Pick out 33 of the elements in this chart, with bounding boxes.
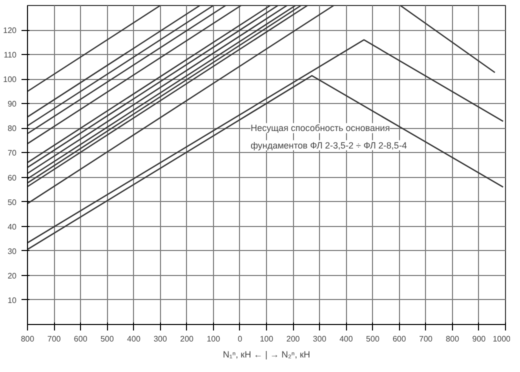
y-tick-label: 20 [8,271,18,280]
x-tick-label: 600 [74,334,88,344]
x-tick-label: 200 [286,334,300,344]
y-tick-label: 30 [8,246,18,256]
x-tick-label: 800 [446,334,460,344]
y-tick-label: 60 [8,173,18,182]
x-tick-label: 800 [20,334,35,344]
y-tick-label: 100 [3,75,18,84]
y-tick-label: 80 [8,124,18,134]
y-tick-label: 120 [3,26,18,36]
x-tick-label: 100 [260,334,274,344]
text: Несущая способность основания фундаментов ФЛ 2-3,5-2 ÷ ФЛ 2-8,5-4 [250,123,407,150]
x-tick-label: 700 [419,334,434,344]
y-tick-label: 90 [8,100,18,109]
x-tick-label: 1000 [492,334,512,344]
x-tick-label: 0 [238,334,243,344]
x-tick-label: 400 [339,334,354,344]
y-tick-label: 70 [8,148,18,158]
x-tick-label: 500 [366,334,380,344]
x-tick-label: 300 [154,334,168,344]
y-tick-label: 110 [4,50,18,60]
x-tick-label: 300 [312,334,327,344]
y-tick-label: 10 [8,296,18,305]
x-tick-label: 600 [392,334,406,344]
x-tick-label: 900 [472,334,486,344]
x-tick-label: 400 [127,334,141,344]
y-tick-label: 40 [8,222,18,232]
x-tick-label: 200 [180,334,194,344]
x-axis-title: N₁ⁿ, кН ← | → N₂ⁿ, кН [222,350,310,360]
y-tick-label: 50 [8,198,18,207]
x-tick-label: 100 [206,334,221,344]
x-tick-label: 700 [47,334,62,344]
x-tick-label: 500 [100,334,114,344]
